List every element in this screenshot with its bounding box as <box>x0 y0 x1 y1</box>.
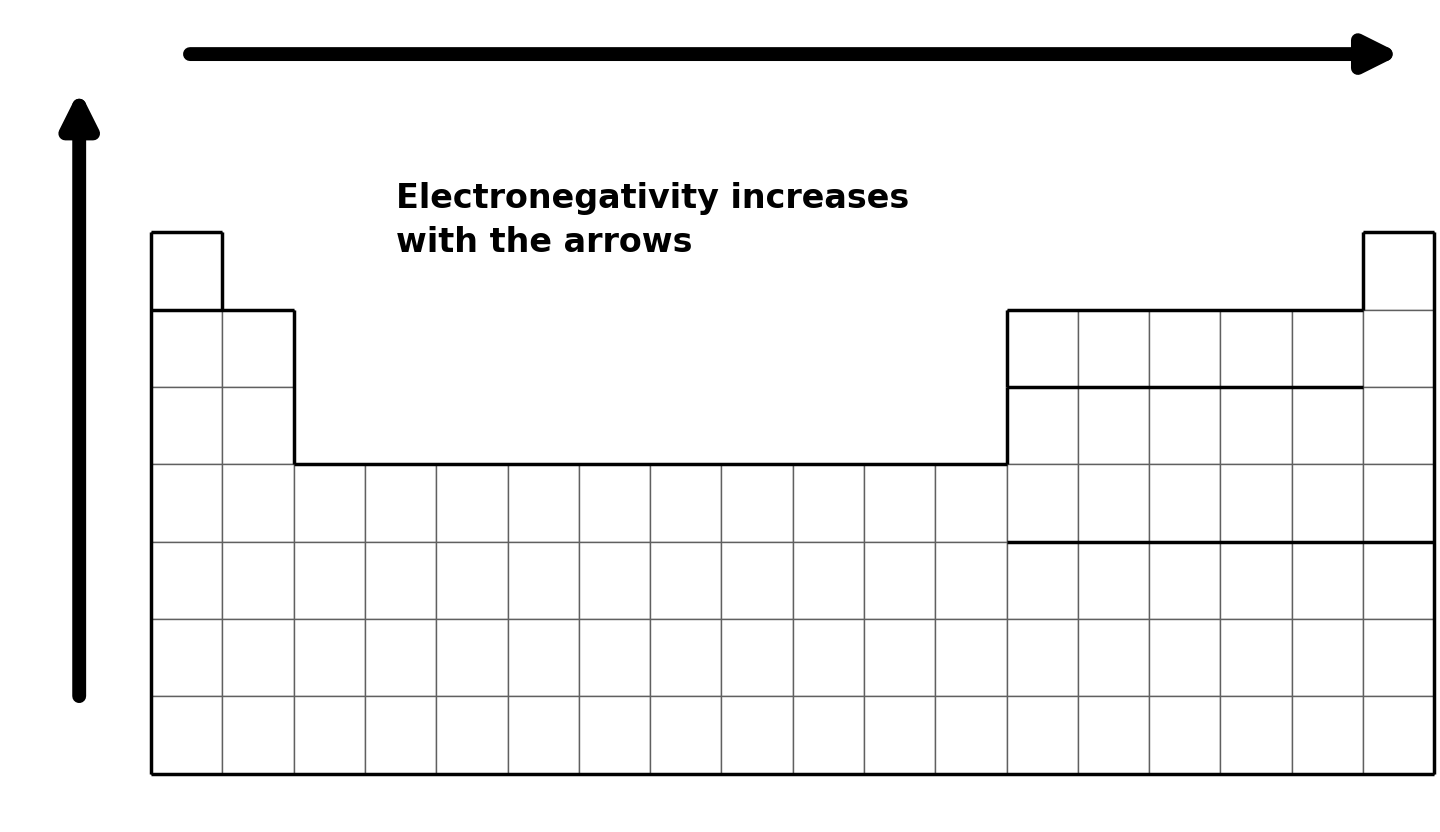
Bar <box>436 464 507 542</box>
Bar <box>507 464 579 542</box>
Bar <box>1007 464 1079 542</box>
Bar <box>579 696 651 774</box>
Bar <box>294 696 366 774</box>
Bar <box>792 619 864 696</box>
Bar <box>1362 387 1434 464</box>
Bar <box>864 619 936 696</box>
Bar <box>222 696 294 774</box>
Bar <box>1362 542 1434 619</box>
Bar <box>1149 619 1221 696</box>
Bar <box>294 542 366 619</box>
Bar <box>1149 310 1221 387</box>
Bar <box>1221 387 1292 464</box>
Bar <box>864 542 936 619</box>
Bar <box>864 696 936 774</box>
Bar <box>579 464 651 542</box>
Bar <box>579 542 651 619</box>
Bar <box>222 464 294 542</box>
Bar <box>1292 696 1362 774</box>
Bar <box>1362 464 1434 542</box>
Bar <box>651 542 721 619</box>
Bar <box>579 619 651 696</box>
Bar <box>1079 387 1149 464</box>
Bar <box>1362 232 1434 310</box>
Bar <box>936 464 1007 542</box>
Bar <box>436 696 507 774</box>
Bar <box>151 464 222 542</box>
Bar <box>792 464 864 542</box>
Bar <box>366 619 436 696</box>
Bar <box>222 310 294 387</box>
Bar <box>864 464 936 542</box>
Bar <box>1221 619 1292 696</box>
Bar <box>1292 387 1362 464</box>
Bar <box>507 619 579 696</box>
Bar <box>792 696 864 774</box>
Bar <box>436 542 507 619</box>
Bar <box>651 464 721 542</box>
Bar <box>151 619 222 696</box>
Bar <box>366 464 436 542</box>
Bar <box>721 542 792 619</box>
Bar <box>721 696 792 774</box>
Bar <box>151 542 222 619</box>
Bar <box>222 542 294 619</box>
Bar <box>1292 619 1362 696</box>
Bar <box>651 696 721 774</box>
Bar <box>1149 464 1221 542</box>
Bar <box>366 542 436 619</box>
Bar <box>366 696 436 774</box>
Bar <box>1362 310 1434 387</box>
Bar <box>151 696 222 774</box>
Bar <box>651 619 721 696</box>
Bar <box>1079 696 1149 774</box>
Bar <box>1079 310 1149 387</box>
Bar <box>936 696 1007 774</box>
Bar <box>1149 696 1221 774</box>
Bar <box>1007 696 1079 774</box>
Bar <box>222 387 294 464</box>
Bar <box>936 542 1007 619</box>
Bar <box>1362 696 1434 774</box>
Bar <box>151 232 222 310</box>
Bar <box>1079 542 1149 619</box>
Bar <box>1292 310 1362 387</box>
Bar <box>151 310 222 387</box>
Bar <box>1007 619 1079 696</box>
Bar <box>1079 619 1149 696</box>
Bar <box>1079 464 1149 542</box>
Bar <box>1221 464 1292 542</box>
Bar <box>1221 696 1292 774</box>
Bar <box>721 619 792 696</box>
Bar <box>792 542 864 619</box>
Bar <box>1292 464 1362 542</box>
Bar <box>222 619 294 696</box>
Bar <box>1362 619 1434 696</box>
Bar <box>1007 310 1079 387</box>
Bar <box>721 464 792 542</box>
Bar <box>294 464 366 542</box>
Bar <box>1292 542 1362 619</box>
Bar <box>294 619 366 696</box>
Bar <box>1221 310 1292 387</box>
Bar <box>436 619 507 696</box>
Text: Electronegativity increases
with the arrows: Electronegativity increases with the arr… <box>396 182 909 259</box>
Bar <box>1149 542 1221 619</box>
Bar <box>507 696 579 774</box>
Bar <box>151 387 222 464</box>
Bar <box>507 542 579 619</box>
Bar <box>1007 387 1079 464</box>
Bar <box>1221 542 1292 619</box>
Bar <box>1007 542 1079 619</box>
Bar <box>936 619 1007 696</box>
Bar <box>1149 387 1221 464</box>
